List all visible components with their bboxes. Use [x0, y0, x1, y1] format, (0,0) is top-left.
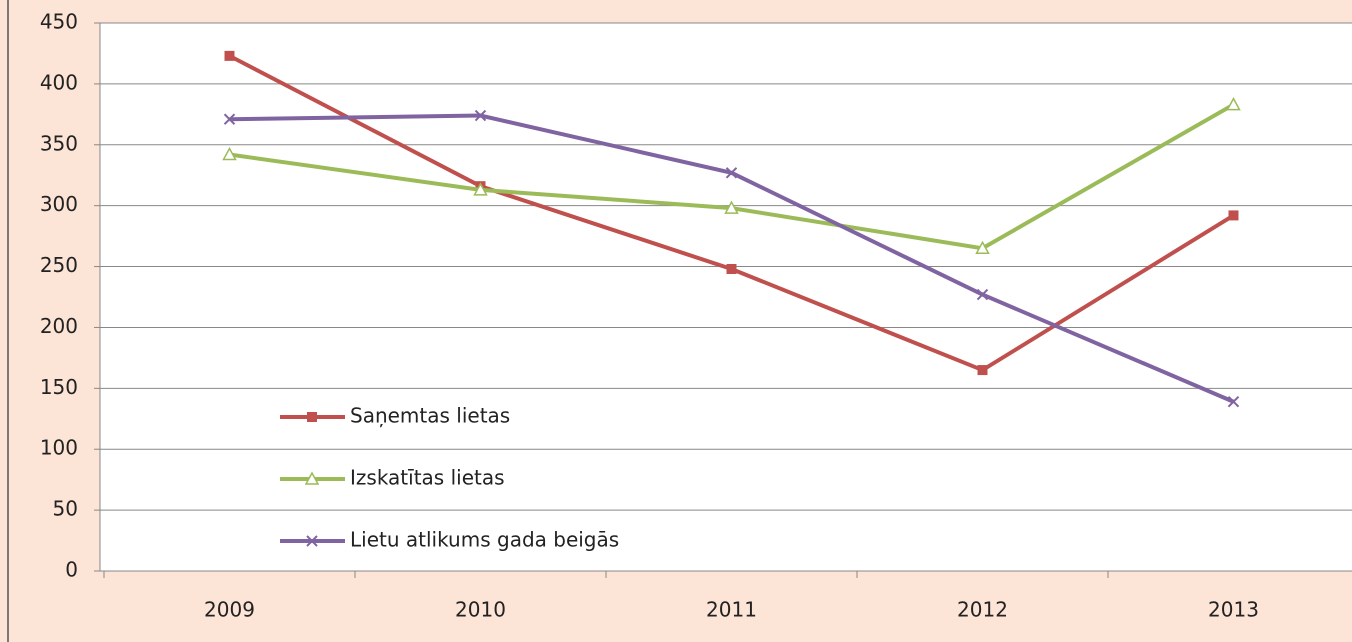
- y-tick-label: 300: [40, 192, 78, 216]
- marker: [975, 240, 990, 255]
- marker: [1227, 396, 1240, 408]
- legend-label: Saņemtas lietas: [350, 404, 510, 428]
- y-tick-label: 0: [65, 558, 78, 582]
- x-tick-label: 2012: [957, 598, 1008, 622]
- y-tick-label: 350: [40, 131, 78, 155]
- marker: [224, 50, 235, 61]
- marker: [306, 535, 318, 547]
- marker: [725, 167, 738, 179]
- marker: [1228, 210, 1239, 221]
- marker: [977, 365, 988, 376]
- marker: [473, 182, 488, 196]
- legend-label: Lietu atlikums gada beigās: [350, 528, 619, 552]
- y-tick-label: 50: [53, 497, 78, 521]
- y-tick-label: 200: [40, 314, 78, 338]
- plot-area: [100, 23, 1352, 571]
- legend-label: Izskatītas lietas: [350, 466, 505, 490]
- marker: [1226, 97, 1241, 111]
- marker: [726, 263, 737, 274]
- y-tick-label: 450: [40, 10, 78, 34]
- marker: [724, 200, 739, 214]
- marker: [474, 109, 487, 122]
- y-tick-label: 150: [40, 375, 78, 399]
- marker: [976, 288, 989, 301]
- x-tick-label: 2011: [706, 598, 757, 622]
- marker: [223, 113, 236, 125]
- x-tick-label: 2009: [204, 598, 255, 622]
- x-tick-label: 2010: [455, 598, 506, 622]
- y-tick-label: 400: [40, 70, 78, 94]
- marker: [304, 471, 320, 485]
- y-tick-label: 100: [40, 436, 78, 460]
- y-tick-label: 250: [40, 253, 78, 277]
- marker: [307, 412, 317, 422]
- marker: [222, 146, 237, 161]
- x-tick-label: 2013: [1208, 598, 1259, 622]
